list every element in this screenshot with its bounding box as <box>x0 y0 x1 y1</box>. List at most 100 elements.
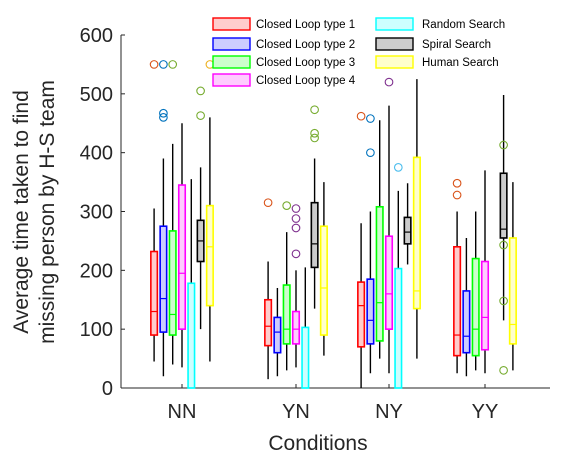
box-plot-item <box>273 287 282 377</box>
legend-label: Closed Loop type 4 <box>256 75 356 87</box>
box-plot-item <box>412 79 421 359</box>
box-plot-item <box>149 60 159 362</box>
box <box>273 316 282 354</box>
outlier-point <box>282 201 292 210</box>
legend-swatch <box>212 55 251 69</box>
box-plot-item <box>187 179 196 389</box>
series-closed-loop-type-2 <box>159 60 471 377</box>
legend-swatch <box>375 55 414 69</box>
box-plot-item <box>471 211 480 371</box>
y-axis-title-line-2: missing person by H-S team <box>36 80 59 344</box>
outlier-point <box>366 148 375 158</box>
box-plot-item <box>480 170 490 374</box>
box-plot-item <box>159 60 168 377</box>
outlier-point <box>291 223 301 233</box>
legend-item: Closed Loop type 1 <box>212 17 355 31</box>
y-tick-label: 0 <box>102 378 113 400</box>
legend-item: Closed Loop type 4 <box>212 73 356 87</box>
outlier-point <box>291 204 301 213</box>
box <box>412 156 421 310</box>
outlier-point <box>263 198 273 208</box>
series-closed-loop-type-4 <box>177 77 490 374</box>
box <box>403 216 412 245</box>
box <box>205 204 214 307</box>
legend-item: Random Search <box>375 17 505 31</box>
outlier-point <box>499 140 508 150</box>
box <box>291 310 301 345</box>
box <box>301 326 310 389</box>
outlier-point <box>159 113 168 122</box>
box-plot-item <box>403 183 412 265</box>
legend-label: Random Search <box>422 19 505 31</box>
outlier-point <box>196 111 205 120</box>
box <box>394 267 403 389</box>
box-plot-item <box>205 60 215 362</box>
box-plot-item <box>508 182 517 371</box>
box <box>508 237 517 345</box>
box <box>375 205 384 342</box>
box-plot-item <box>168 60 178 365</box>
legend-item: Closed Loop type 3 <box>212 55 355 69</box>
box-plot-item <box>499 95 508 375</box>
legend-item: Closed Loop type 2 <box>212 37 355 51</box>
box <box>177 184 187 330</box>
box <box>357 281 366 348</box>
legend-label: Closed Loop type 3 <box>256 57 355 69</box>
box-plot-item <box>319 182 328 356</box>
box <box>310 201 319 269</box>
outlier-point <box>196 86 205 96</box>
y-tick-label: 500 <box>80 84 113 106</box>
box <box>366 278 375 345</box>
legend-swatch <box>212 37 251 51</box>
box <box>499 172 508 239</box>
box-plot-item <box>366 114 375 374</box>
box <box>480 260 490 351</box>
legend-label: Closed Loop type 2 <box>256 39 355 51</box>
legend-swatch <box>375 37 414 51</box>
box-plot-item <box>393 163 403 389</box>
box-plot-item <box>301 267 310 389</box>
box <box>384 235 394 330</box>
box <box>159 225 168 333</box>
x-axis-title: Conditions <box>268 432 367 455</box>
legend-label: Closed Loop type 1 <box>256 19 355 31</box>
outlier-point <box>291 214 301 223</box>
outlier-point <box>499 240 508 250</box>
outlier-point <box>499 366 508 375</box>
box <box>187 282 196 389</box>
x-tick-label-ny: NY <box>375 401 403 423</box>
box-plot-item <box>291 204 301 368</box>
outlier-point <box>366 114 375 123</box>
legend-swatch <box>212 73 251 87</box>
outlier-point <box>499 296 508 306</box>
outlier-point <box>393 163 403 172</box>
box <box>462 290 471 354</box>
outlier-point <box>310 128 319 138</box>
box <box>150 250 159 336</box>
legend-swatch <box>212 17 251 31</box>
box-plot-item <box>263 198 273 380</box>
box-plot-item <box>452 178 462 374</box>
box <box>282 284 291 345</box>
box <box>453 246 462 357</box>
box-plot-item <box>384 77 394 374</box>
y-tick-label: 300 <box>80 202 113 224</box>
y-tick-label: 200 <box>80 260 113 282</box>
x-tick-label-yy: YY <box>472 401 499 423</box>
legend-label: Human Search <box>422 57 499 69</box>
outlier-point <box>310 105 319 115</box>
series-random-search <box>187 163 403 389</box>
outlier-point <box>452 190 462 200</box>
y-axis-ticks: 0 100 200 300 400 500 600 <box>80 25 125 400</box>
outlier-point <box>168 60 178 69</box>
box-plot-item <box>177 123 187 368</box>
box <box>168 230 177 336</box>
series-human-search <box>205 60 517 371</box>
legend: Closed Loop type 1 Closed Loop type 2 Clos… <box>212 17 505 87</box>
x-tick-label-nn: NN <box>168 401 197 423</box>
x-axis-ticks: NN YN NY YY <box>168 384 499 423</box>
outlier-point <box>452 178 462 188</box>
outlier-point <box>159 60 168 69</box>
legend-item: Human Search <box>375 55 499 69</box>
series-closed-loop-type-1 <box>149 60 462 388</box>
